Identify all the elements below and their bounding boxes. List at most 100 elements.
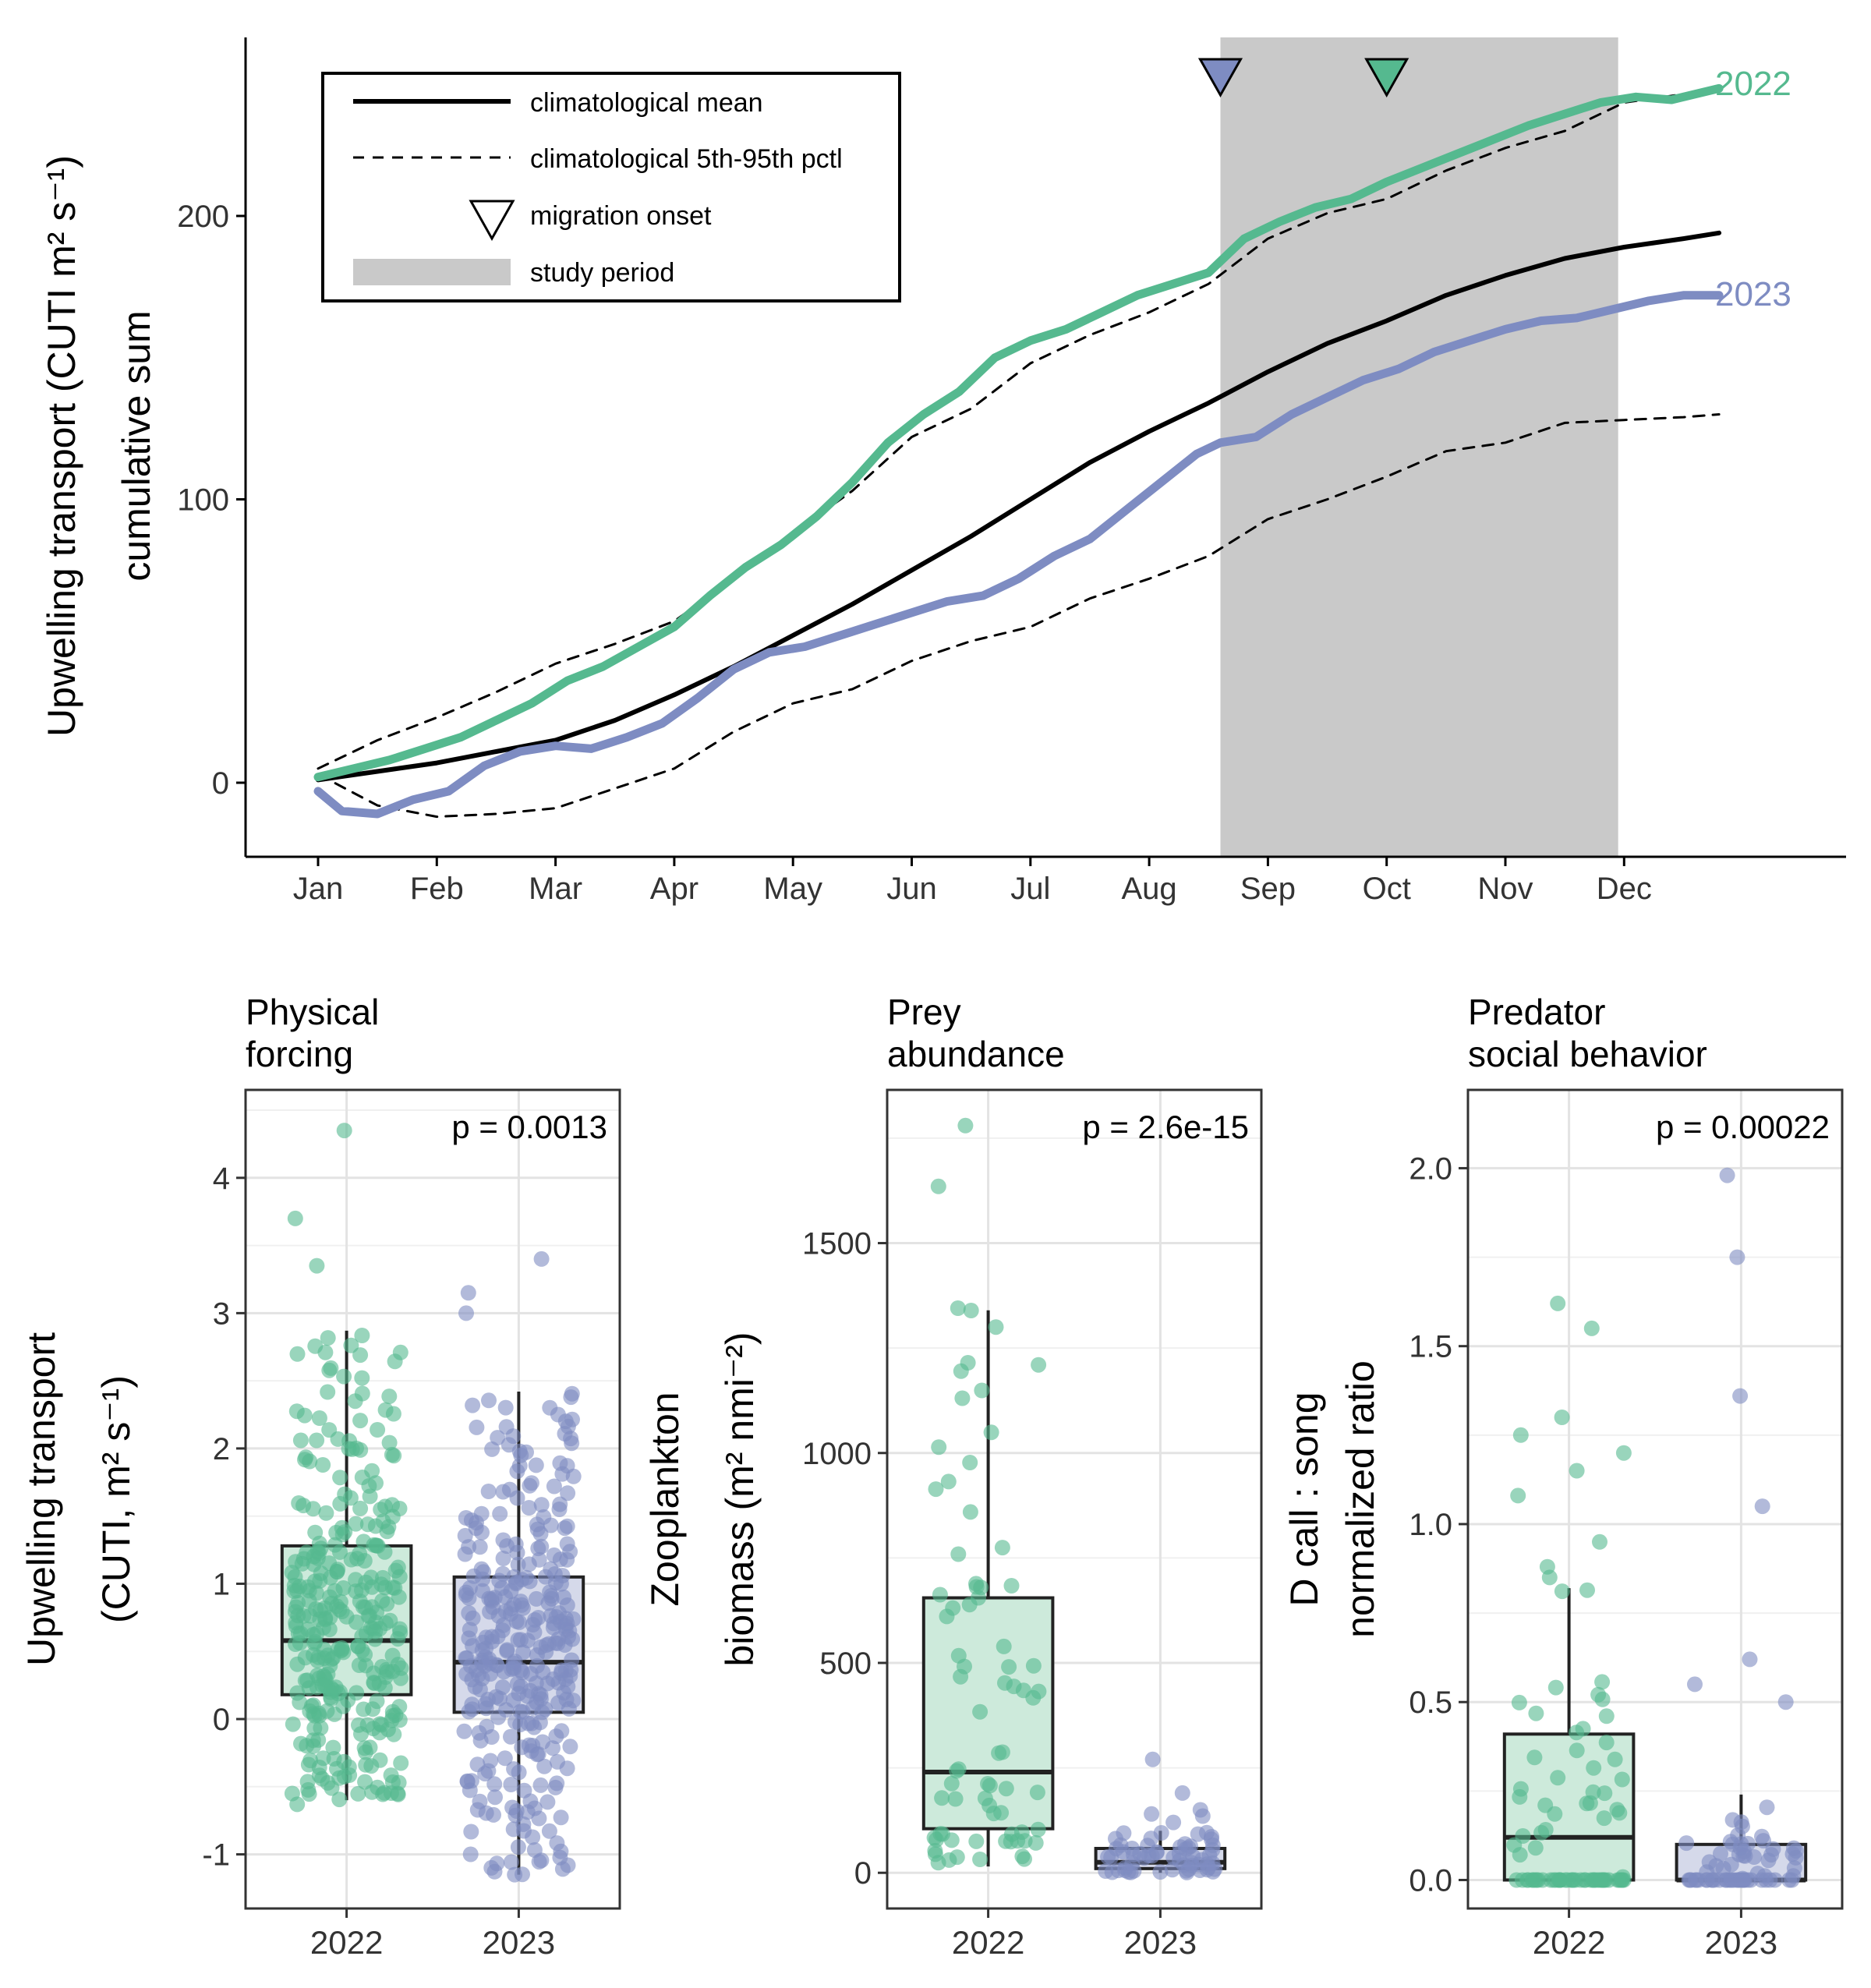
data-point <box>962 1504 978 1520</box>
y-tick-label-100: 100 <box>177 483 229 518</box>
physical-forcing-panel: -1 0 1 2 3 4 2022 2023 p = 0.0013 Physicalforcing… <box>19 992 621 1961</box>
data-point <box>931 1439 947 1456</box>
data-point <box>1172 1839 1188 1855</box>
onset-marker-2023 <box>1197 58 1243 98</box>
data-point <box>1110 1862 1126 1879</box>
data-point <box>1598 1735 1615 1751</box>
p-value: p = 0.00022 <box>1656 1109 1830 1145</box>
y-tick-label: 0 <box>854 1856 872 1891</box>
data-point <box>287 1210 303 1226</box>
data-point <box>490 1430 506 1446</box>
panel-title-line: abundance <box>887 1034 1065 1074</box>
data-point <box>461 1539 477 1555</box>
data-point <box>307 1524 324 1541</box>
data-point <box>542 1399 558 1416</box>
data-point <box>333 1643 349 1659</box>
data-point <box>1722 1834 1738 1850</box>
data-point <box>1017 1833 1033 1849</box>
data-point <box>320 1384 336 1400</box>
data-point <box>505 1428 522 1445</box>
data-point <box>939 1608 955 1625</box>
data-point <box>559 1551 575 1568</box>
data-point <box>981 1778 998 1794</box>
data-point <box>1512 1427 1529 1443</box>
migration-onset-markers <box>1197 58 1409 98</box>
data-point <box>940 1473 957 1490</box>
data-point <box>968 1579 985 1595</box>
data-point <box>950 1300 966 1316</box>
data-point <box>367 1623 384 1640</box>
data-point <box>562 1668 578 1684</box>
data-point <box>497 1750 513 1767</box>
data-point <box>932 1587 948 1603</box>
data-point <box>1550 1770 1566 1786</box>
legend-pctl-label: climatological 5th-95th pctl <box>530 144 843 174</box>
data-point <box>301 1786 317 1802</box>
series-label-2022: 2022 <box>1715 65 1791 103</box>
data-point <box>343 1337 359 1353</box>
data-point <box>366 1537 382 1553</box>
data-point <box>332 1544 348 1560</box>
data-point <box>960 1355 976 1371</box>
data-point <box>957 1117 974 1134</box>
data-point <box>1785 1868 1802 1884</box>
data-point <box>1148 1845 1165 1861</box>
plot-border <box>244 1088 621 1910</box>
data-point <box>359 1516 376 1533</box>
data-point <box>550 1675 567 1691</box>
y-axis-label-line: (CUTI, m² s⁻¹) <box>94 1375 138 1623</box>
x-tick-label-2023: 2023 <box>1705 1924 1777 1961</box>
data-point <box>351 1717 366 1733</box>
legend: climatological mean climatological 5th-9… <box>321 72 901 302</box>
data-point <box>1554 1410 1570 1425</box>
data-point <box>1547 1679 1564 1696</box>
data-point <box>548 1728 564 1745</box>
panel-title-line: Physical <box>246 992 379 1032</box>
data-point <box>1594 1674 1611 1690</box>
data-point <box>565 1693 582 1709</box>
data-point <box>559 1597 575 1613</box>
data-point <box>288 1403 305 1420</box>
y-axis-label-line: biomass (m² nmi⁻²) <box>718 1332 762 1666</box>
data-point <box>930 1178 946 1194</box>
data-point <box>458 1650 474 1666</box>
predator-social-behavior-panel: 0.0 0.5 1.0 1.5 2.0 2022 2023 p = 0.00022 Predat… <box>1282 992 1844 1961</box>
x-tick-label-jan: Jan <box>293 872 344 906</box>
data-point <box>289 1796 306 1813</box>
line-2023 <box>313 291 1724 819</box>
x-tick-label-may: May <box>763 872 822 906</box>
data-point <box>309 1625 325 1642</box>
data-point <box>988 1319 1004 1335</box>
data-point <box>1687 1676 1703 1693</box>
data-point <box>377 1402 394 1418</box>
data-point <box>379 1596 395 1612</box>
x-tick-label-jun: Jun <box>886 872 937 906</box>
data-point <box>962 1455 978 1470</box>
data-point <box>1541 1569 1558 1586</box>
x-tick-label-apr: Apr <box>650 872 699 906</box>
data-point <box>511 1458 528 1474</box>
data-point <box>559 1760 575 1777</box>
data-point <box>1144 1751 1161 1767</box>
data-point <box>477 1766 493 1782</box>
data-point <box>1179 1864 1195 1880</box>
data-point <box>508 1576 525 1592</box>
data-point <box>563 1389 579 1406</box>
data-point <box>521 1737 537 1753</box>
data-point <box>390 1559 406 1576</box>
data-point <box>1526 1749 1543 1766</box>
x-tick-label-dec: Dec <box>1597 872 1652 906</box>
data-point <box>1707 1872 1723 1888</box>
x-tick-label-2022: 2022 <box>310 1924 383 1961</box>
data-point <box>358 1756 374 1773</box>
top-y-label-line1: Upwelling transport (CUTI m² s⁻¹) <box>40 155 83 737</box>
data-point <box>347 1393 363 1410</box>
data-point <box>508 1803 525 1819</box>
x-tick-label-feb: Feb <box>410 872 464 906</box>
data-point <box>484 1441 500 1457</box>
legend-mean-label: climatological mean <box>530 88 763 118</box>
y-axis-label-line: Upwelling transport <box>19 1332 63 1666</box>
data-point <box>284 1565 300 1581</box>
data-point <box>312 1602 328 1618</box>
data-point <box>509 1490 525 1506</box>
